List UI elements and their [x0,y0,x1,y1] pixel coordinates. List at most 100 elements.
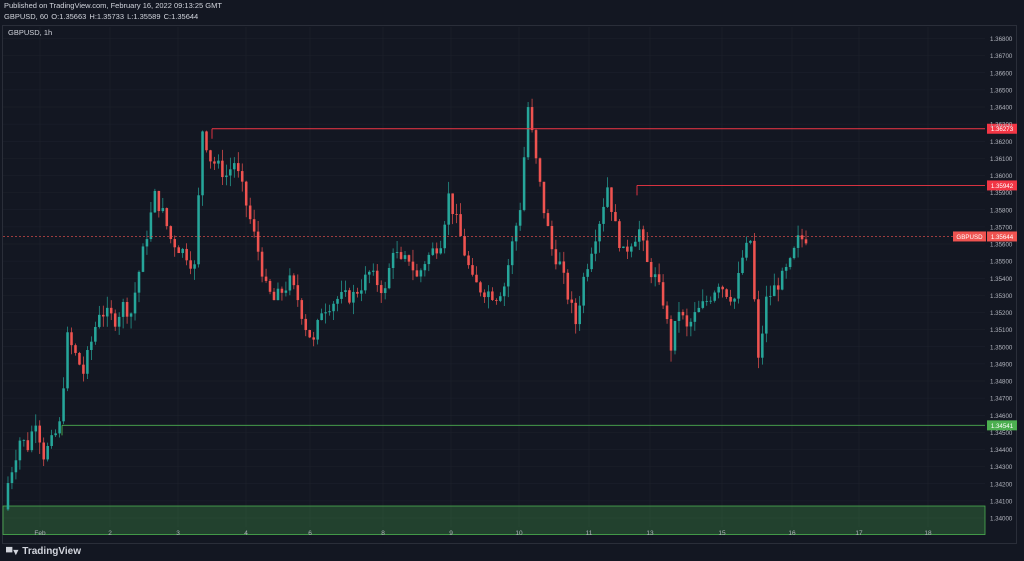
tradingview-wordmark: TradingView [22,546,82,557]
grid-lines [3,27,985,527]
candle-body [506,265,510,287]
candle-body [772,285,776,297]
candle-body [526,107,530,158]
candle-body [105,307,109,317]
candle-body [121,301,125,317]
candle-body [578,305,581,325]
candle-body [546,213,550,226]
price-tick-label: 1.36400 [990,105,1013,112]
candle-body [62,388,65,422]
candle-body [181,248,184,254]
candle-body [125,301,129,317]
candle-body [117,316,121,327]
candle-body [137,271,141,293]
tradingview-logo[interactable]: ▀▼ TradingView [6,546,81,557]
candle-body [316,320,319,340]
price-tick-label: 1.36200 [990,139,1013,146]
candle-body [622,246,625,249]
price-tick-label: 1.34300 [990,464,1013,471]
candle-body [109,307,113,314]
candle-body [26,440,30,451]
candle-body [479,282,482,293]
candle-body [348,290,351,303]
candle-body [308,330,311,338]
price-tick-label: 1.34900 [990,361,1013,368]
candle-body [288,275,292,291]
candle-body [598,223,601,242]
candle-body [399,252,403,259]
candle-body [356,291,359,294]
candle-body [776,285,780,290]
candle-body [371,270,375,272]
candle-body [153,190,157,213]
candle-body [514,225,518,242]
candle-body [491,291,494,300]
candle-body [50,435,53,446]
candle-body [98,314,101,327]
candle-body [749,240,752,243]
candle-body [725,289,728,297]
current-price-label: 1.35644 [991,234,1014,241]
symbol-interval: GBPUSD, 60 [4,12,49,21]
time-tick-label: 8 [381,530,385,537]
candle-body [248,205,252,220]
price-tick-label: 1.34200 [990,481,1013,488]
candle-body [610,187,613,212]
demand-zone-rect [2,505,986,535]
time-tick-label: 9 [449,530,453,537]
candle-body [165,208,169,227]
candle-body [788,258,792,267]
candle-body [661,282,665,306]
candle-body [236,163,240,172]
time-tick-label: 15 [718,530,726,537]
candle-body [645,240,649,262]
candle-body [102,314,105,317]
price-tick-label: 1.35600 [990,242,1013,249]
candle-body [10,472,14,484]
candle-body [614,211,617,222]
candle-body [693,312,697,322]
price-tick-label: 1.36800 [990,36,1013,43]
candle-body [582,276,585,306]
candle-body [665,305,669,320]
price-tick-label: 1.35100 [990,327,1013,334]
price-tick-label: 1.36700 [990,53,1013,60]
candle-body [594,241,597,254]
candle-body [300,300,304,319]
price-axis: 1.36800 1.36700 1.36600 1.36500 1.36400 1.363… [990,36,1013,523]
candle-body [499,296,502,301]
candle-body [411,261,415,271]
candle-body [510,241,514,266]
candle-body [634,241,637,247]
candle-body [332,303,335,312]
candle-body [86,350,89,374]
candle-body [765,296,768,334]
price-tick-label: 1.35700 [990,224,1013,231]
price-tick-label: 1.35900 [990,190,1013,197]
price-tick-label: 1.35400 [990,276,1013,283]
tradingview-mark-icon: ▀▼ [6,546,20,557]
candle-body [780,270,784,290]
candle-body [784,266,788,271]
candle-body [717,286,720,293]
candle-body [431,248,435,255]
candle-body [419,270,423,277]
candle-body [792,247,796,259]
candle-body [554,249,558,265]
candle-body [78,352,81,365]
candle-body [459,214,462,237]
candle-body [681,311,685,316]
symbol-tag: GBPUSD [956,234,983,241]
time-tick-label: 17 [855,530,863,537]
price-tick-label: 1.34800 [990,379,1013,386]
price-tick-label: 1.36100 [990,156,1013,163]
candle-body [451,193,454,215]
candle-body [197,195,200,265]
candle-body [391,252,395,268]
resistance-price-label: 1.36273 [991,126,1014,133]
candle-body [518,210,522,226]
demand-zone [2,505,986,535]
candle-body [586,269,589,277]
candle-body [42,442,45,460]
